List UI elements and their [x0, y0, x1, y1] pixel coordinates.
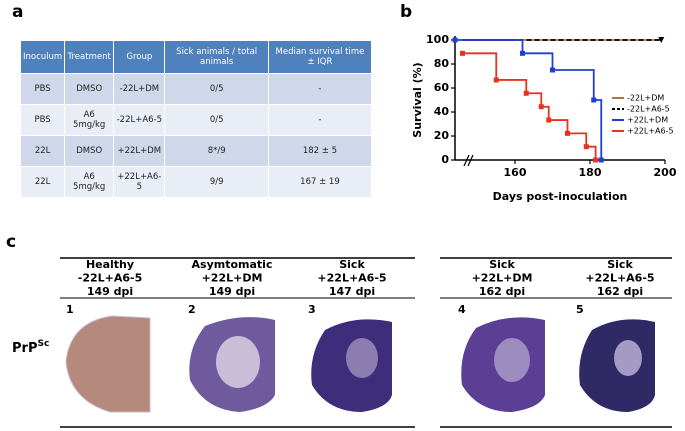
legend-label: +22L+A6-5: [627, 127, 674, 136]
header-cell: Group: [113, 40, 166, 74]
brain-section: [65, 315, 151, 413]
y-tick-label: 40: [434, 105, 450, 118]
brain-detail: [494, 338, 530, 382]
marker: [523, 90, 529, 96]
table-row: PBS DMSO -22L+DM 0/5-: [19, 73, 373, 105]
brain-detail: [614, 340, 642, 376]
section-number: 5: [576, 303, 584, 316]
y-tick-label: 100: [426, 33, 449, 46]
marker: [591, 97, 597, 103]
column-header: 149 dpi: [209, 285, 255, 298]
table-cell: 22L: [19, 166, 66, 198]
survival-line: [462, 52, 597, 160]
table-cell: +22L+DM: [113, 135, 166, 167]
marker: [658, 37, 665, 43]
table-cell: PBS: [19, 104, 66, 136]
table-row: 22L A6 5mg/kg +22L+A6-5 9/9 167 ± 19: [19, 166, 373, 198]
table-cell: DMSO: [64, 73, 115, 105]
table-cell: 167 ± 19: [267, 166, 373, 198]
column-header: Sick: [339, 258, 365, 271]
marker: [460, 50, 465, 56]
table-cell: -22L+DM: [113, 73, 166, 105]
section-number: 1: [66, 303, 74, 316]
x-tick-label: 180: [579, 166, 602, 179]
stain-superscript: Sc: [37, 339, 49, 349]
header-cell: Treatment: [64, 40, 115, 74]
panel-label: a: [12, 2, 23, 22]
column-header: Sick: [489, 258, 515, 271]
y-tick-label: 20: [434, 129, 450, 142]
y-tick-label: 80: [434, 57, 450, 70]
column-header: +22L+DM: [472, 272, 533, 285]
marker: [546, 117, 552, 123]
column-header: 147 dpi: [329, 285, 375, 298]
table-cell: DMSO: [64, 135, 115, 167]
column-header: Healthy: [86, 258, 134, 271]
y-tick-label: 0: [441, 153, 449, 166]
table-cell: 0/5: [164, 104, 269, 136]
table-row: 22L DMSO +22L+DM 8*/9 182 ± 5: [19, 135, 373, 167]
section-number: 3: [308, 303, 316, 316]
table-header: Inoculum Treatment Group Sick animals / tot…: [19, 40, 373, 74]
header-cell: Median survival time ± IQR: [267, 40, 373, 74]
column-header: +22L+A6-5: [585, 272, 654, 285]
stain-label: PrPSc: [12, 339, 49, 356]
legend-label: -22L+A6-5: [627, 105, 670, 114]
marker: [593, 157, 599, 163]
header-cell: Sick animals / total animals: [164, 40, 269, 74]
table-cell: A6 5mg/kg: [64, 166, 115, 198]
marker: [452, 37, 458, 43]
marker: [493, 77, 499, 83]
column-header: Asymtomatic: [192, 258, 273, 271]
table-cell: PBS: [19, 73, 66, 105]
table-cell: 182 ± 5: [267, 135, 373, 167]
header-cell: Inoculum: [19, 40, 66, 74]
marker: [550, 67, 555, 73]
table-cell: A6 5mg/kg: [64, 104, 115, 136]
legend-label: +22L+DM: [627, 116, 668, 125]
marker: [520, 50, 525, 56]
table-cell: +22L+A6-5: [113, 166, 166, 198]
y-axis-label: Survival (%): [411, 62, 424, 137]
panel-label: b: [400, 2, 412, 22]
column-header: 162 dpi: [479, 285, 525, 298]
marker: [538, 104, 544, 110]
column-header: 149 dpi: [87, 285, 133, 298]
column-header: -22L+A6-5: [78, 272, 143, 285]
column-header: +22L+A6-5: [317, 272, 386, 285]
table-cell: 0/5: [164, 73, 269, 105]
x-tick-label: 160: [504, 166, 527, 179]
x-axis-label: Days post-inoculation: [493, 190, 628, 203]
stain-text: PrP: [12, 341, 37, 356]
table-row: PBS A6 5mg/kg -22L+A6-5 0/5-: [19, 104, 373, 136]
table-body: PBS DMSO -22L+DM 0/5- PBS A6 5mg/kg -22L+A6-5 0…: [19, 73, 373, 198]
table-cell: -: [267, 104, 373, 136]
panel-label: c: [6, 232, 16, 252]
brain-detail: [346, 338, 378, 378]
table: Inoculum Treatment Group Sick animals / tot…: [19, 40, 373, 198]
y-tick-label: 60: [434, 81, 450, 94]
legend-label: -22L+DM: [627, 94, 664, 103]
table-cell: 9/9: [164, 166, 269, 198]
x-tick-label: 200: [654, 166, 677, 179]
column-header: Sick: [607, 258, 633, 271]
marker: [598, 157, 604, 163]
marker: [565, 130, 570, 136]
brain-detail: [216, 336, 260, 388]
table-cell: 8*/9: [164, 135, 269, 167]
survival-line: [455, 39, 603, 160]
section-number: 2: [188, 303, 196, 316]
column-header: 162 dpi: [597, 285, 643, 298]
section-number: 4: [458, 303, 466, 316]
table-cell: 22L: [19, 135, 66, 167]
column-header: +22L+DM: [202, 272, 263, 285]
marker: [583, 144, 589, 150]
table-cell: -: [267, 73, 373, 105]
table-cell: -22L+A6-5: [113, 104, 166, 136]
